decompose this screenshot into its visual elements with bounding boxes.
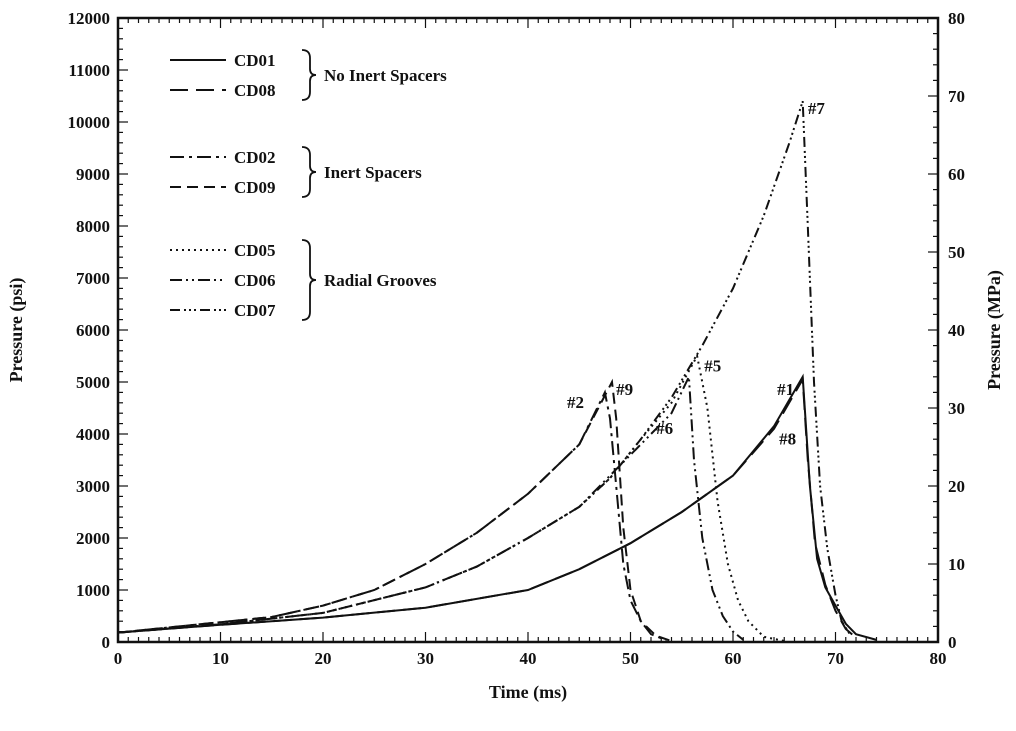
series-line-cd08 — [117, 376, 857, 639]
annotation-test-7: #7 — [808, 99, 826, 118]
series-line-cd09 — [117, 378, 672, 642]
x-tick-label: 0 — [114, 649, 123, 668]
legend-label-cd07: CD07 — [234, 301, 276, 320]
annotation-test-1: #1 — [777, 380, 794, 399]
y-tick-label-right: 50 — [948, 243, 965, 262]
legend-label-cd09: CD09 — [234, 178, 276, 197]
y-tick-label-left: 7000 — [76, 269, 110, 288]
y-tick-label-left: 10000 — [68, 113, 111, 132]
legend-label-cd02: CD02 — [234, 148, 276, 167]
y-tick-label-left: 0 — [102, 633, 111, 652]
y-tick-label-left: 2000 — [76, 529, 110, 548]
y-tick-label-left: 1000 — [76, 581, 110, 600]
x-tick-label: 80 — [930, 649, 947, 668]
y-tick-label-left: 5000 — [76, 373, 110, 392]
y-tick-label-right: 80 — [948, 9, 965, 28]
legend-label-cd06: CD06 — [234, 271, 276, 290]
series-line-cd06 — [117, 372, 744, 641]
y-tick-label-left: 4000 — [76, 425, 110, 444]
series-line-cd01 — [117, 373, 877, 641]
x-axis-label: Time (ms) — [489, 682, 567, 703]
x-tick-label: 30 — [417, 649, 434, 668]
y-tick-label-left: 3000 — [76, 477, 110, 496]
legend-label-cd01: CD01 — [234, 51, 276, 70]
y-tick-label-right: 10 — [948, 555, 965, 574]
annotation-test-6: #6 — [656, 419, 673, 438]
y-axis-label-left: Pressure (psi) — [6, 278, 27, 383]
x-tick-label: 10 — [212, 649, 229, 668]
annotation-test-8: #8 — [779, 429, 796, 448]
legend-brace — [301, 146, 317, 198]
x-tick-label: 60 — [725, 649, 742, 668]
y-tick-label-left: 8000 — [76, 217, 110, 236]
annotation-test-5: #5 — [704, 357, 721, 376]
legend-brace — [301, 239, 317, 321]
annotation-test-2: #2 — [567, 393, 584, 412]
legend-brace — [301, 49, 317, 101]
y-tick-label-left: 6000 — [76, 321, 110, 340]
legend-group-label: No Inert Spacers — [324, 66, 447, 85]
y-tick-label-right: 70 — [948, 87, 965, 106]
x-tick-label: 50 — [622, 649, 639, 668]
x-tick-label: 20 — [315, 649, 332, 668]
y-tick-label-left: 9000 — [76, 165, 110, 184]
y-tick-label-left: 11000 — [68, 61, 110, 80]
legend: CD01 CD08 No Inert Spacers CD02 CD09 Inert Sp… — [170, 49, 447, 321]
series-line-cd05 — [117, 353, 785, 642]
y-tick-label-right: 20 — [948, 477, 965, 496]
y-axis-label-right: Pressure (MPa) — [984, 270, 1005, 390]
series-line-cd02 — [117, 389, 667, 642]
ticks-layer: 0 10 20 30 40 50 60 70 8001000200030004000500060… — [68, 9, 966, 668]
curves-layer — [117, 100, 877, 642]
annotations: #1 #8 #2 #9 #6 #5 #7 — [567, 99, 825, 448]
y-tick-label-right: 60 — [948, 165, 965, 184]
y-tick-label-right: 30 — [948, 399, 965, 418]
y-tick-label-left: 12000 — [68, 9, 111, 28]
annotation-test-9: #9 — [616, 380, 633, 399]
y-tick-label-right: 0 — [948, 633, 957, 652]
legend-group-label: Radial Grooves — [324, 271, 437, 290]
y-tick-label-right: 40 — [948, 321, 965, 340]
legend-label-cd08: CD08 — [234, 81, 276, 100]
series-line-cd07 — [117, 100, 852, 637]
legend-label-cd05: CD05 — [234, 241, 276, 260]
x-tick-label: 70 — [827, 649, 844, 668]
legend-group-label: Inert Spacers — [324, 163, 422, 182]
x-tick-label: 40 — [520, 649, 537, 668]
